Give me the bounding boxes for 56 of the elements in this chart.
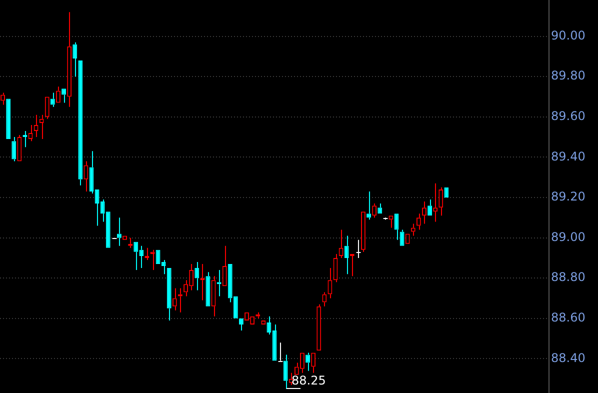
- candlestick: [194, 262, 200, 291]
- y-tick-label: 89.00: [551, 230, 586, 244]
- candlestick: [294, 362, 299, 375]
- candlestick: [328, 268, 332, 299]
- candlestick: [388, 216, 394, 228]
- y-tick-label: 89.60: [551, 109, 586, 124]
- candlestick: [283, 354, 288, 390]
- candlestick: [117, 217, 122, 246]
- candlestick: [184, 280, 188, 297]
- candlestick: [72, 42, 78, 78]
- candlestick: [67, 12, 72, 108]
- candlestick: [344, 235, 349, 275]
- candlestick: [50, 92, 55, 108]
- candlestick: [178, 288, 182, 313]
- y-tick-label: 88.60: [551, 310, 586, 325]
- y-tick-label: 88.40: [551, 350, 586, 365]
- candlestick: [316, 304, 322, 351]
- y-tick-label: 89.20: [551, 190, 586, 204]
- candlestick: [56, 86, 60, 103]
- candlestick: [206, 272, 210, 306]
- candlestick: [222, 245, 227, 286]
- y-tick-label: 90.00: [551, 28, 586, 42]
- y-tick-label: 88.80: [551, 270, 586, 284]
- candlestick: [288, 372, 294, 386]
- candlestick: [189, 264, 194, 291]
- candlestick: [416, 213, 421, 230]
- candlestick: [361, 212, 366, 252]
- candlestick: [366, 190, 371, 220]
- candlestick: [166, 268, 172, 321]
- y-tick-label: 89.80: [551, 68, 586, 83]
- candlestick: [378, 203, 382, 214]
- candlestick: [172, 288, 177, 311]
- candlestick: [239, 318, 244, 332]
- candlestick: [306, 352, 310, 372]
- candlestick: [356, 239, 362, 258]
- candlestick: [44, 96, 50, 120]
- candlestick: [278, 342, 284, 362]
- candlestick: [410, 223, 416, 236]
- candlestick: [400, 229, 404, 246]
- candlestick: [300, 352, 304, 374]
- candlestick: [422, 201, 426, 224]
- candlestick: [84, 160, 88, 192]
- candlestick: [433, 182, 438, 222]
- candlestick: [338, 229, 344, 258]
- candlestick: [438, 186, 444, 216]
- candlestick: [78, 60, 83, 186]
- candlestick: [372, 203, 377, 218]
- candlestick: [428, 199, 432, 216]
- candlestick: [322, 292, 327, 307]
- candlestick: [12, 136, 16, 162]
- annotation: 88.25: [292, 374, 326, 388]
- candlestick: [311, 352, 316, 374]
- candlestick: [62, 88, 66, 104]
- candlestick: [39, 114, 44, 140]
- candlestick: [17, 134, 22, 162]
- y-tick-label: 89.40: [551, 149, 586, 164]
